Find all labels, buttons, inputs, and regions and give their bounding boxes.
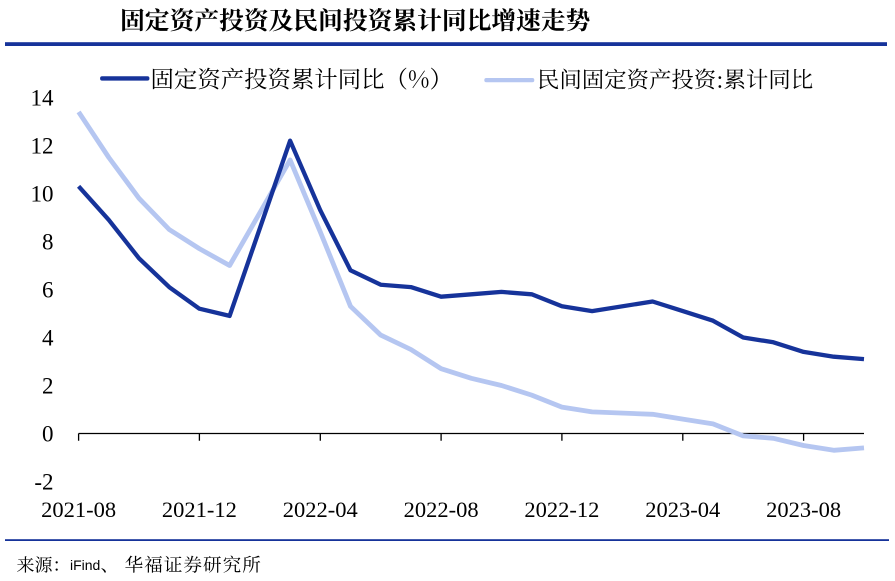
svg-text:12: 12	[31, 133, 54, 158]
svg-text:8: 8	[42, 229, 54, 254]
svg-text:2021-12: 2021-12	[162, 497, 237, 522]
svg-text:2022-04: 2022-04	[283, 497, 358, 522]
svg-text:-2: -2	[34, 469, 53, 494]
svg-text:2022-08: 2022-08	[404, 497, 479, 522]
svg-text:0: 0	[42, 421, 54, 446]
svg-text:6: 6	[42, 277, 54, 302]
svg-text:2023-08: 2023-08	[766, 497, 841, 522]
svg-text:10: 10	[31, 181, 54, 206]
svg-text:14: 14	[31, 85, 55, 110]
svg-text:2023-04: 2023-04	[645, 497, 720, 522]
svg-text:2: 2	[42, 373, 54, 398]
svg-text:4: 4	[42, 325, 54, 350]
svg-text:2021-08: 2021-08	[41, 497, 116, 522]
svg-text:2022-12: 2022-12	[524, 497, 599, 522]
svg-text:iFind: iFind	[70, 557, 100, 573]
